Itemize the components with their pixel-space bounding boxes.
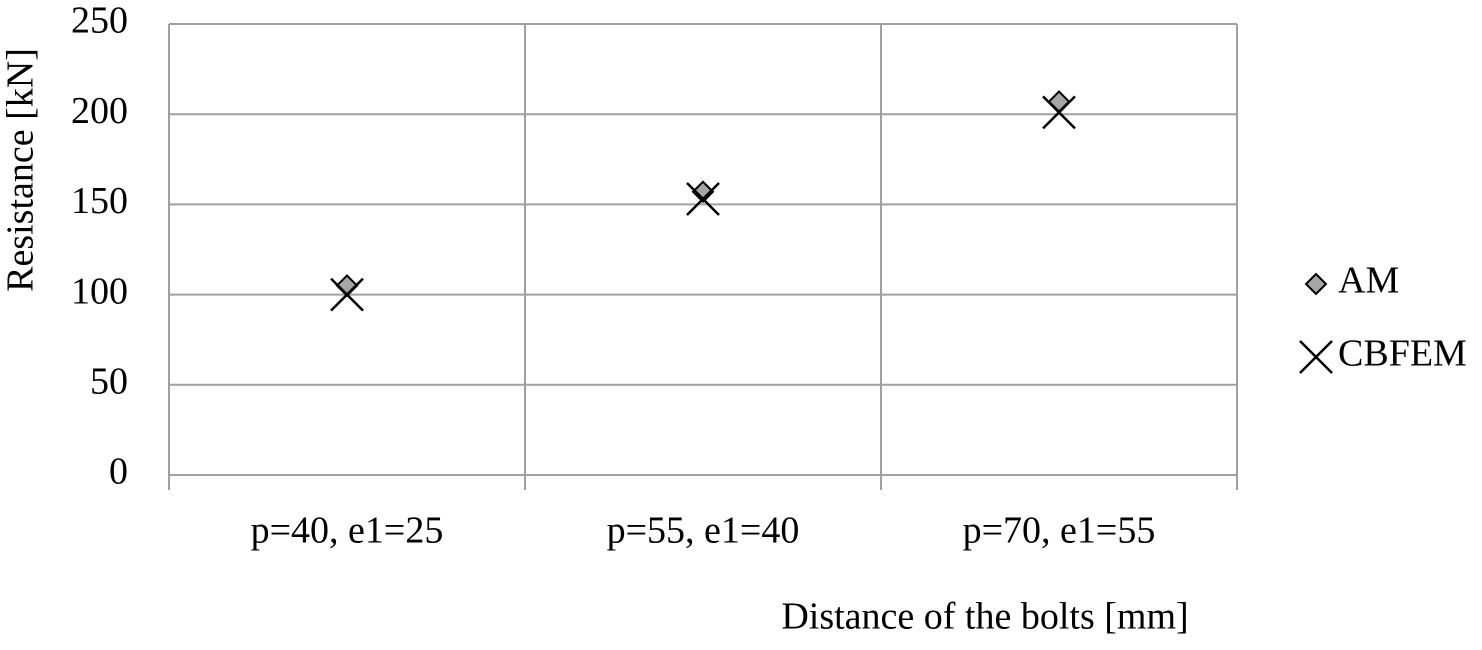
point xyxy=(335,274,359,297)
y-tick-label: 50 xyxy=(90,361,128,403)
y-tick-label: 250 xyxy=(71,0,128,42)
x-axis-title: Distance of the bolts [mm] xyxy=(781,596,1188,638)
point xyxy=(691,180,715,204)
x-tick-label: p=55, e1=40 xyxy=(607,510,800,552)
y-axis-title: Resistance [kN] xyxy=(0,48,42,292)
legend-label: AM xyxy=(1338,260,1399,302)
y-tick-label: 200 xyxy=(71,90,128,132)
y-tick-label: 0 xyxy=(109,451,128,493)
point xyxy=(686,182,720,216)
legend-marker xyxy=(1299,340,1333,374)
x-tick-label: p=40, e1=25 xyxy=(251,510,444,552)
point xyxy=(330,277,364,312)
y-tick-label: 100 xyxy=(71,270,128,312)
point xyxy=(1042,95,1076,130)
legend-marker xyxy=(1304,272,1328,296)
y-tick-label: 150 xyxy=(71,180,128,222)
point xyxy=(1047,90,1071,113)
legend-label: CBFEM xyxy=(1338,333,1467,375)
x-tick-label: p=70, e1=55 xyxy=(963,510,1156,552)
